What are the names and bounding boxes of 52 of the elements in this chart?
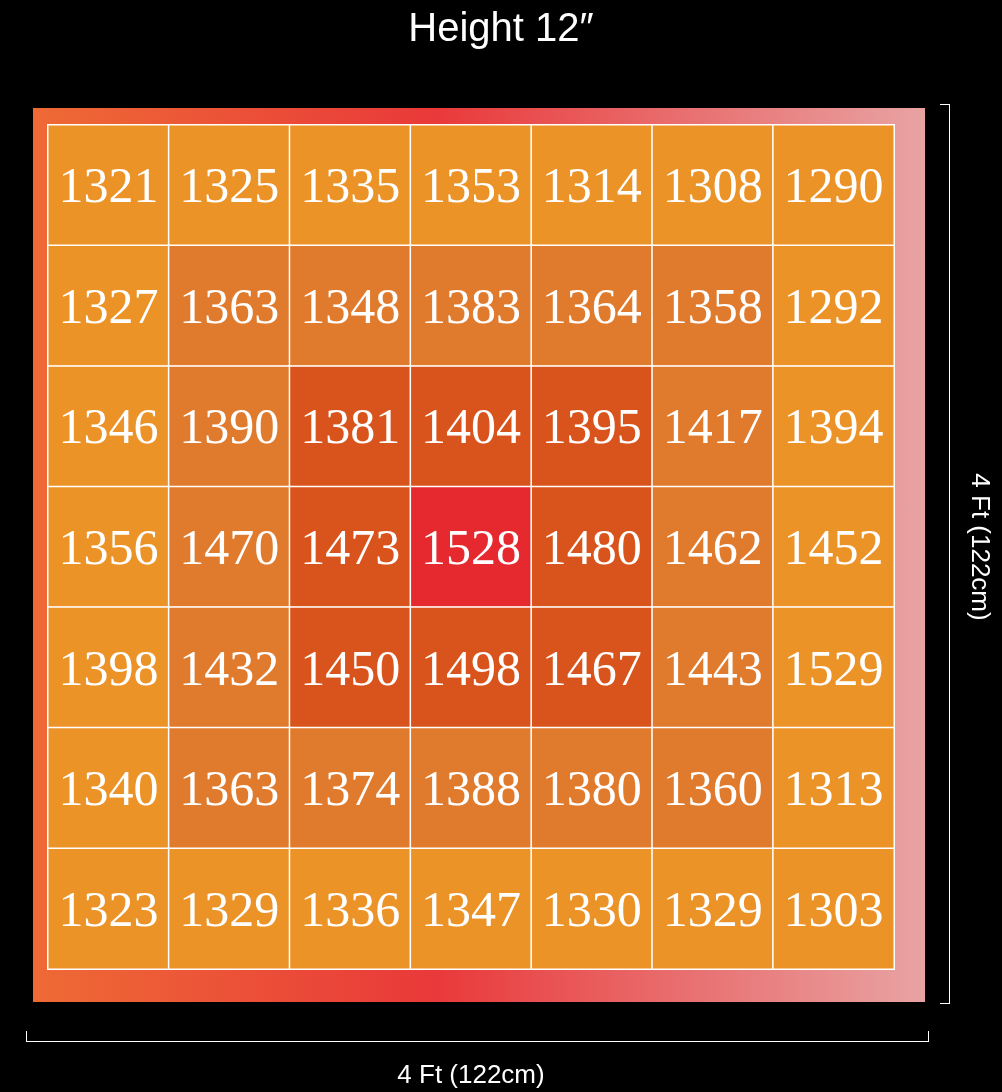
data-label: 1467: [541, 639, 642, 696]
data-label: 1462: [662, 519, 763, 575]
data-label: 1336: [300, 880, 401, 937]
data-label: 1470: [179, 519, 280, 575]
data-label: 1390: [179, 398, 280, 455]
data-label: 1380: [541, 760, 642, 817]
data-label: 1314: [541, 157, 642, 214]
x-axis-title: 4 Ft (122cm): [397, 1059, 545, 1089]
data-label: 1404: [421, 398, 521, 455]
data-label: 1381: [300, 398, 401, 455]
data-label: 1432: [179, 639, 280, 696]
data-label: 1340: [58, 760, 159, 817]
data-label: 1323: [58, 880, 159, 937]
data-label: 1347: [421, 880, 521, 937]
data-label: 1398: [58, 639, 159, 696]
data-label: 1452: [783, 519, 884, 575]
data-label: 1364: [541, 277, 642, 334]
data-label: 1529: [783, 639, 884, 696]
data-label: 1417: [662, 398, 763, 455]
chart-title: Height 12″: [408, 5, 594, 49]
data-label: 1335: [300, 157, 401, 214]
data-label: 1290: [783, 157, 884, 214]
data-label: 1528: [421, 519, 521, 575]
data-label: 1313: [783, 760, 884, 817]
data-label: 1353: [421, 157, 521, 214]
data-label: 1303: [783, 880, 884, 937]
data-label: 1443: [662, 639, 763, 696]
data-label: 1327: [58, 277, 159, 334]
data-label: 1363: [179, 277, 280, 334]
y-axis-title: 4 Ft (122cm): [966, 473, 996, 621]
data-label: 1394: [783, 398, 884, 455]
data-label: 1374: [300, 760, 401, 817]
data-label: 1383: [421, 277, 521, 334]
data-label: 1321: [58, 157, 159, 214]
data-label: 1329: [179, 880, 280, 937]
data-label: 1363: [179, 760, 280, 817]
data-label: 1346: [58, 398, 159, 455]
data-label: 1329: [662, 880, 763, 937]
data-label: 1330: [541, 880, 642, 937]
data-label: 1356: [58, 519, 159, 575]
data-label: 1388: [421, 760, 521, 817]
data-label: 1360: [662, 760, 763, 817]
data-label: 1358: [662, 277, 763, 334]
data-label: 1308: [662, 157, 763, 214]
data-label: 1498: [421, 639, 521, 696]
data-label: 1348: [300, 277, 401, 334]
data-label: 1292: [783, 277, 884, 334]
data-label: 1325: [179, 157, 280, 214]
data-label: 1480: [541, 519, 642, 575]
data-label: 1473: [300, 519, 401, 575]
data-label: 1450: [300, 639, 401, 696]
data-label: 1395: [541, 398, 642, 455]
